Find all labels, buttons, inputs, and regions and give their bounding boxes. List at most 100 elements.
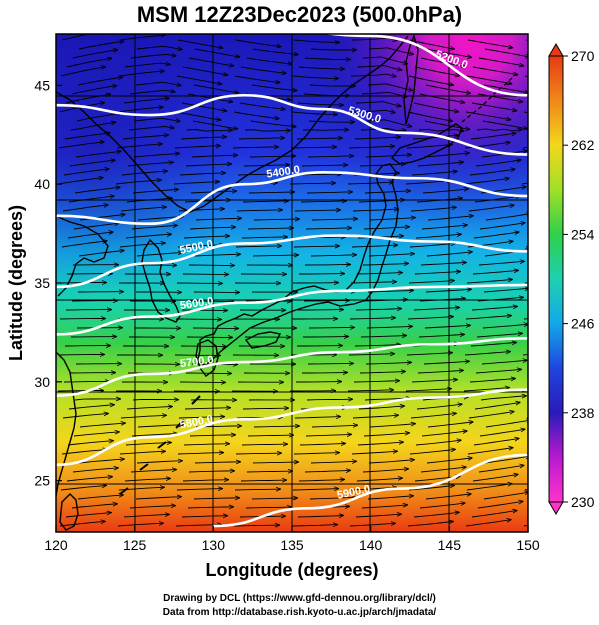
streamline-arrow — [410, 207, 456, 212]
streamline-arrow — [407, 522, 453, 527]
streamline-arrow — [137, 217, 183, 221]
streamline-arrow — [473, 439, 519, 446]
streamline-arrow — [123, 98, 169, 104]
streamline-arrow — [240, 66, 286, 73]
streamline-arrow — [133, 154, 179, 158]
streamline-arrow — [237, 174, 283, 175]
streamline-arrow — [477, 93, 522, 102]
streamline-arrow — [530, 509, 574, 517]
streamline-arrow — [360, 127, 406, 130]
streamline-arrow — [356, 478, 402, 482]
streamline-arrow — [289, 183, 335, 184]
streamline-arrow — [415, 440, 461, 446]
streamline-arrow — [408, 75, 453, 85]
streamline-arrow — [128, 127, 174, 131]
credits-line-data: Data from http://database.rish.kyoto-u.a… — [162, 607, 437, 618]
contour-label: 5400.0 — [266, 164, 301, 181]
streamline-arrow — [307, 363, 353, 364]
streamline-arrow — [427, 216, 473, 221]
streamline-arrow — [349, 318, 395, 319]
streamline-arrow — [308, 327, 354, 328]
streamline-arrow — [472, 270, 518, 275]
streamline-arrow — [408, 281, 454, 284]
streamline-arrow — [78, 459, 124, 464]
colorbar-tick-label: 246 — [571, 316, 595, 332]
streamline-arrow — [70, 122, 115, 131]
streamline-arrow — [176, 489, 222, 490]
streamline-arrow — [246, 471, 292, 472]
streamline-arrow — [292, 75, 338, 78]
streamline-arrow — [117, 107, 163, 113]
streamline-arrow — [194, 48, 239, 57]
streamline-arrow — [119, 243, 165, 248]
y-axis-label: Latitude (degrees) — [6, 205, 26, 361]
streamline-arrow — [369, 424, 415, 428]
contour-label: 5600.0 — [179, 295, 214, 312]
streamline-arrow — [463, 178, 509, 185]
streamline-arrow — [368, 460, 414, 464]
streamline-arrow — [65, 513, 111, 518]
streamline-arrow — [187, 507, 233, 508]
streamline-arrow — [369, 218, 415, 221]
coastlines — [56, 34, 513, 531]
y-axis-ticks: 25 30 35 40 45 — [34, 77, 62, 489]
streamline-arrow — [173, 182, 219, 185]
streamline-arrow — [136, 461, 182, 464]
streamline-arrow — [424, 325, 470, 329]
streamline-arrow — [474, 403, 520, 410]
streamline-arrow — [415, 234, 461, 239]
streamline-arrow — [188, 471, 234, 472]
streamline-arrow — [244, 130, 290, 131]
streamline-arrow — [368, 254, 414, 257]
streamline-arrow — [252, 255, 298, 256]
streamline-arrow — [251, 498, 297, 499]
streamline-arrow — [252, 48, 298, 55]
streamline-arrow — [182, 66, 227, 75]
streamline-arrow — [468, 412, 514, 419]
streamline-arrow — [68, 196, 114, 203]
streamline-arrow — [61, 34, 92, 41]
streamline-arrow — [181, 102, 226, 111]
streamline-arrow — [366, 326, 412, 328]
streamline-arrow — [124, 478, 170, 482]
streamline-arrow — [419, 503, 465, 509]
streamline-arrow — [119, 35, 165, 41]
streamline-arrow — [465, 316, 511, 320]
colorbar-tick-label: 262 — [571, 137, 595, 153]
streamline-arrow — [311, 425, 357, 427]
streamline-arrow — [470, 133, 516, 140]
colorbar-tick-label: 270 — [571, 48, 595, 64]
x-tick-label: 145 — [438, 537, 462, 553]
streamline-arrow — [466, 484, 512, 491]
streamline-arrow — [131, 434, 177, 437]
streamline-arrow — [187, 93, 232, 102]
streamline-arrow — [421, 225, 467, 230]
streamline-arrow — [416, 404, 462, 410]
streamline-arrow — [476, 129, 522, 131]
streamline-arrow — [291, 525, 337, 526]
colorbar-tick-label: 230 — [571, 494, 595, 510]
streamline-arrow — [364, 191, 410, 194]
streamline-arrow — [300, 201, 346, 202]
streamline-arrow — [298, 67, 344, 69]
streamline-arrow — [472, 66, 517, 75]
streamline-arrow — [67, 441, 113, 446]
streamline-arrow — [418, 334, 464, 338]
streamline-arrow — [235, 453, 281, 454]
streamline-arrow — [62, 205, 108, 212]
streamline-arrow — [131, 225, 177, 230]
streamline-arrow — [472, 475, 518, 482]
streamline-arrow — [367, 290, 413, 292]
streamline-arrow — [302, 373, 347, 374]
streamline-arrow — [304, 58, 350, 59]
colorbar-tick-label: 254 — [571, 226, 595, 242]
streamline-arrow — [478, 261, 524, 266]
streamline-arrow — [309, 85, 355, 86]
credits: Drawing by DCL (https://www.gfd-dennou.o… — [0, 592, 599, 620]
streamline-arrow — [367, 496, 413, 500]
streamline-arrow — [233, 111, 279, 119]
streamline-arrow — [352, 415, 398, 419]
streamline-arrow — [179, 173, 225, 176]
streamline-arrow — [469, 169, 515, 176]
streamline-arrow — [182, 480, 228, 481]
